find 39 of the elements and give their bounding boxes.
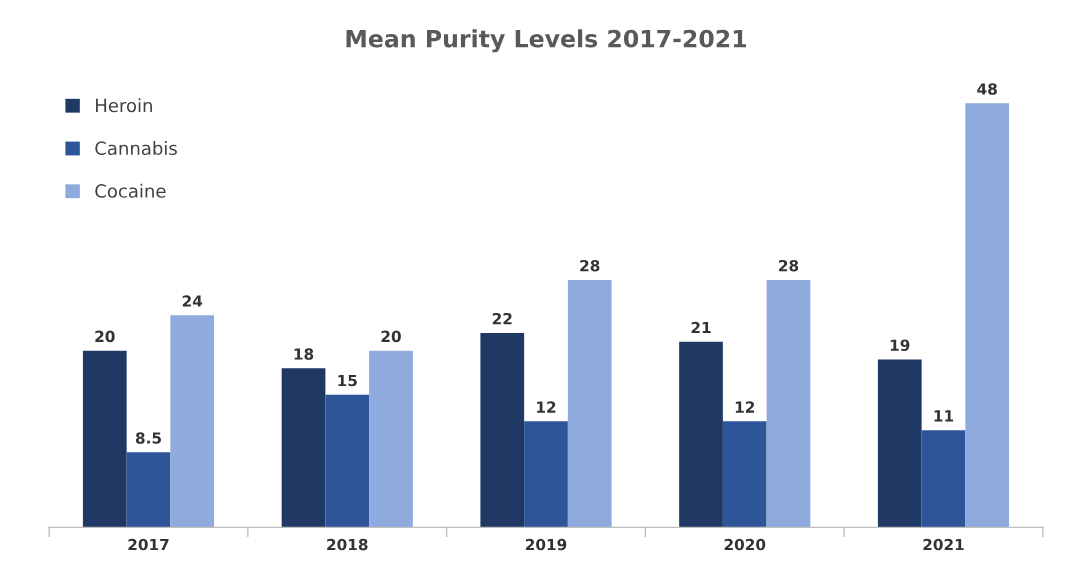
data-label: 20 bbox=[381, 330, 401, 343]
bar bbox=[170, 315, 215, 528]
data-label: 18 bbox=[294, 348, 314, 360]
bar bbox=[325, 394, 370, 528]
bar bbox=[567, 279, 612, 528]
data-label: 12 bbox=[537, 401, 556, 413]
bar bbox=[921, 430, 966, 528]
bar bbox=[281, 368, 326, 528]
bar bbox=[722, 421, 767, 528]
data-label: 15 bbox=[338, 374, 357, 387]
data-label: 8.5 bbox=[135, 432, 161, 444]
data-label: 12 bbox=[735, 401, 755, 413]
legend-label: Cannabis bbox=[95, 141, 177, 156]
data-label: 11 bbox=[934, 410, 954, 422]
data-label: 28 bbox=[779, 259, 799, 272]
x-tick-label: 2021 bbox=[923, 538, 964, 551]
x-tick-label: 2018 bbox=[327, 538, 368, 551]
x-tick-label: 2020 bbox=[724, 538, 766, 551]
bar bbox=[126, 452, 171, 528]
chart-title: Mean Purity Levels 2017-2021 bbox=[346, 29, 747, 53]
data-label: 24 bbox=[182, 295, 203, 307]
x-tick-label: 2019 bbox=[525, 538, 567, 551]
legend-label: Heroin bbox=[96, 98, 152, 113]
bar bbox=[369, 350, 413, 528]
bar bbox=[679, 341, 723, 528]
bar bbox=[965, 103, 1010, 528]
bar bbox=[766, 279, 811, 528]
bar bbox=[82, 350, 127, 528]
x-tick-label: 2017 bbox=[128, 538, 169, 551]
data-label: 28 bbox=[580, 259, 600, 272]
data-label: 19 bbox=[890, 339, 910, 351]
bar bbox=[877, 359, 922, 528]
bar bbox=[480, 333, 525, 528]
legend-label: Cocaine bbox=[95, 183, 166, 198]
data-label: 48 bbox=[977, 83, 997, 95]
bar bbox=[524, 421, 568, 528]
data-label: 22 bbox=[492, 312, 512, 325]
data-label: 21 bbox=[691, 321, 711, 334]
data-label: 20 bbox=[95, 330, 115, 343]
